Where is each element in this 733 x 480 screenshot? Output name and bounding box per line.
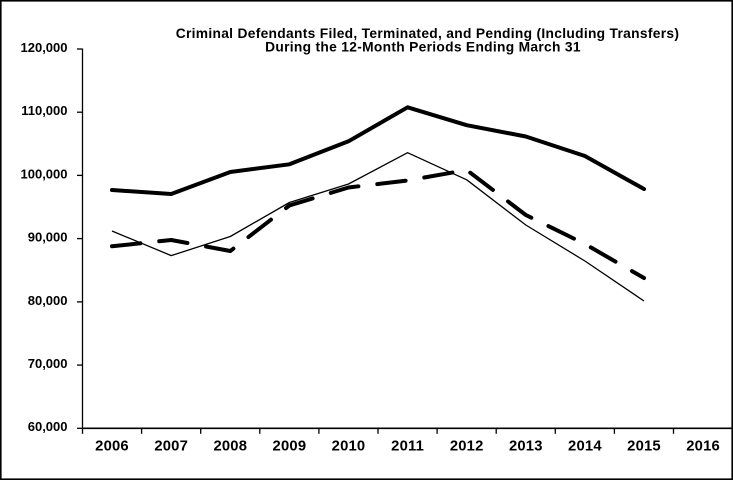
svg-text:2010: 2010 xyxy=(332,439,366,455)
svg-text:2007: 2007 xyxy=(154,439,188,455)
svg-text:2015: 2015 xyxy=(627,439,661,455)
svg-text:100,000: 100,000 xyxy=(21,166,68,181)
svg-text:70,000: 70,000 xyxy=(28,356,68,371)
svg-text:2013: 2013 xyxy=(509,439,543,455)
svg-text:60,000: 60,000 xyxy=(28,419,68,434)
svg-text:2016: 2016 xyxy=(686,439,720,455)
svg-text:2011: 2011 xyxy=(391,439,424,455)
svg-text:90,000: 90,000 xyxy=(28,230,68,245)
svg-text:2009: 2009 xyxy=(273,439,307,455)
svg-text:110,000: 110,000 xyxy=(21,103,67,118)
svg-text:2012: 2012 xyxy=(450,439,484,455)
svg-text:2006: 2006 xyxy=(95,439,129,455)
svg-text:2014: 2014 xyxy=(568,439,602,455)
svg-text:Criminal Defendants Filed, Ter: Criminal Defendants Filed, Terminated, a… xyxy=(176,26,680,41)
svg-text:120,000: 120,000 xyxy=(21,40,68,55)
svg-text:During the 12-Month Periods En: During the 12-Month Periods Ending March… xyxy=(265,40,581,55)
svg-text:80,000: 80,000 xyxy=(28,293,68,308)
svg-text:2008: 2008 xyxy=(213,439,247,455)
